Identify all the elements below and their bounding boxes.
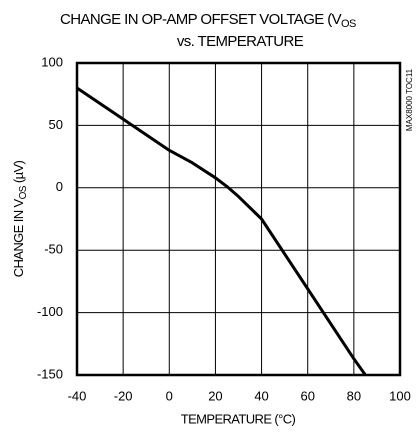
ylabel-subscript: OS bbox=[18, 185, 29, 199]
x-tick-label: -40 bbox=[68, 388, 87, 403]
figure-note: MAX8000 TOC11 bbox=[405, 68, 414, 131]
plot-frame bbox=[75, 61, 402, 377]
chart-subtitle: vs. TEMPERATURE bbox=[177, 33, 304, 50]
ylabel-main: CHANGE IN V bbox=[11, 198, 26, 277]
x-tick-label: 20 bbox=[208, 388, 222, 403]
x-axis-label: TEMPERATURE (°C) bbox=[181, 411, 296, 426]
chart-title: CHANGE IN OP-AMP OFFSET VOLTAGE (VOS bbox=[60, 11, 356, 30]
y-tick-label: -150 bbox=[37, 366, 63, 381]
x-tick-label: 40 bbox=[254, 388, 268, 403]
x-tick-label: 80 bbox=[347, 388, 361, 403]
x-tick-label: 60 bbox=[300, 388, 314, 403]
y-tick-label: -50 bbox=[44, 242, 63, 257]
title-main: CHANGE IN OP-AMP OFFSET VOLTAGE (V bbox=[60, 11, 342, 28]
y-tick-label: 50 bbox=[49, 117, 63, 132]
x-tick-label: 100 bbox=[389, 388, 411, 403]
y-axis-label: CHANGE IN VOS (µV) bbox=[11, 160, 28, 277]
ylabel-unit: (µV) bbox=[11, 160, 26, 186]
x-tick-label: 0 bbox=[166, 388, 173, 403]
y-tick-label: 100 bbox=[41, 54, 63, 69]
x-tick-label: -20 bbox=[114, 388, 133, 403]
y-tick-label: -100 bbox=[37, 304, 63, 319]
y-tick-label: 0 bbox=[56, 179, 63, 194]
data-line bbox=[76, 86, 367, 376]
title-subscript: OS bbox=[341, 18, 356, 30]
